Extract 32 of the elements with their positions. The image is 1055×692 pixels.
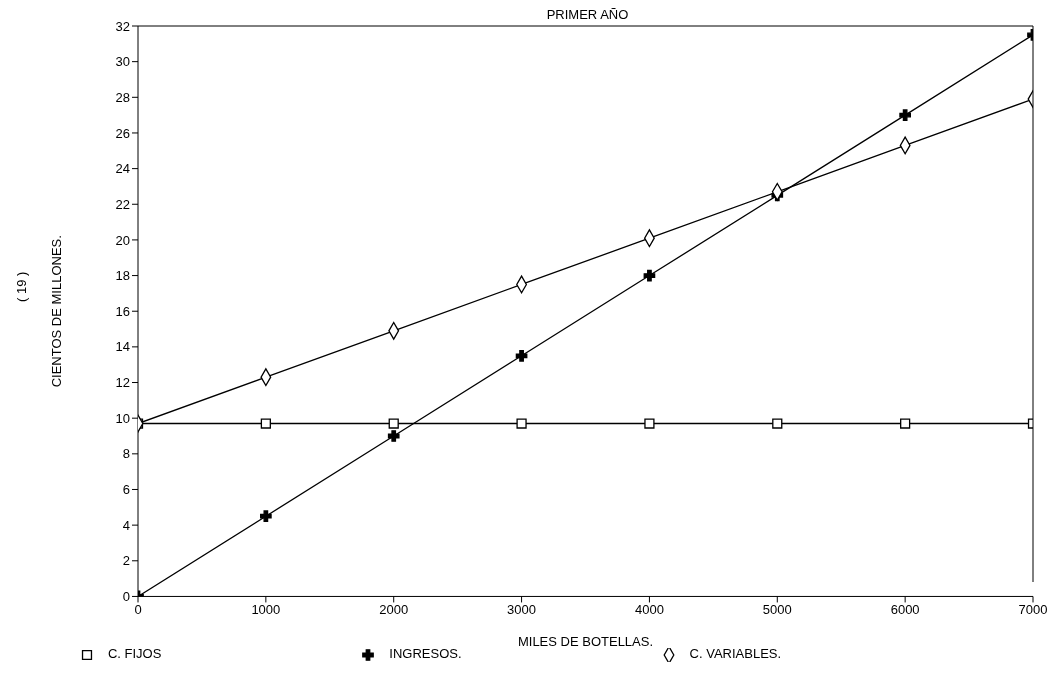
x-tick-label: 7000 [1018, 601, 1048, 617]
x-tick-label: 3000 [507, 601, 537, 617]
y-tick-label: 20 [115, 232, 130, 248]
y-tick-label: 28 [115, 89, 130, 105]
x-axis-title: MILES DE BOTELLAS. [517, 634, 654, 650]
y-tick-label: 12 [115, 375, 130, 391]
y-tick-label: 8 [122, 446, 130, 462]
x-tick-label: 6000 [890, 601, 920, 617]
y-tick-label: 18 [115, 268, 130, 284]
x-tick-label: 4000 [634, 601, 664, 617]
x-tick-label: 0 [134, 601, 142, 617]
y-tick-label: 16 [115, 303, 130, 319]
y-tick-label: 2 [122, 553, 130, 569]
chart-title: PRIMER AÑO [546, 7, 629, 22]
legend-label: INGRESOS. [389, 646, 462, 662]
y-tick-label: 0 [122, 589, 130, 605]
y-tick-label: 32 [115, 18, 130, 34]
x-tick-label: 2000 [379, 601, 409, 617]
x-tick-label: 5000 [762, 601, 792, 617]
y-tick-label: 10 [115, 410, 130, 426]
y-tick-label: 30 [115, 54, 130, 70]
y-tick-label: 26 [115, 125, 130, 141]
y-tick-label: 4 [122, 517, 130, 533]
x-tick-label: 1000 [251, 601, 281, 617]
y-tick-label: 22 [115, 196, 130, 212]
y-tick-label: 14 [115, 339, 130, 355]
text: ( 19 ) [14, 271, 29, 302]
y-tick-label: 24 [115, 161, 130, 177]
legend-label: C. VARIABLES. [689, 646, 782, 662]
y-tick-label: 6 [122, 482, 130, 498]
legend-label: C. FIJOS [107, 646, 162, 662]
y-axis-title: CIENTOS DE MILLONES. [48, 235, 64, 388]
